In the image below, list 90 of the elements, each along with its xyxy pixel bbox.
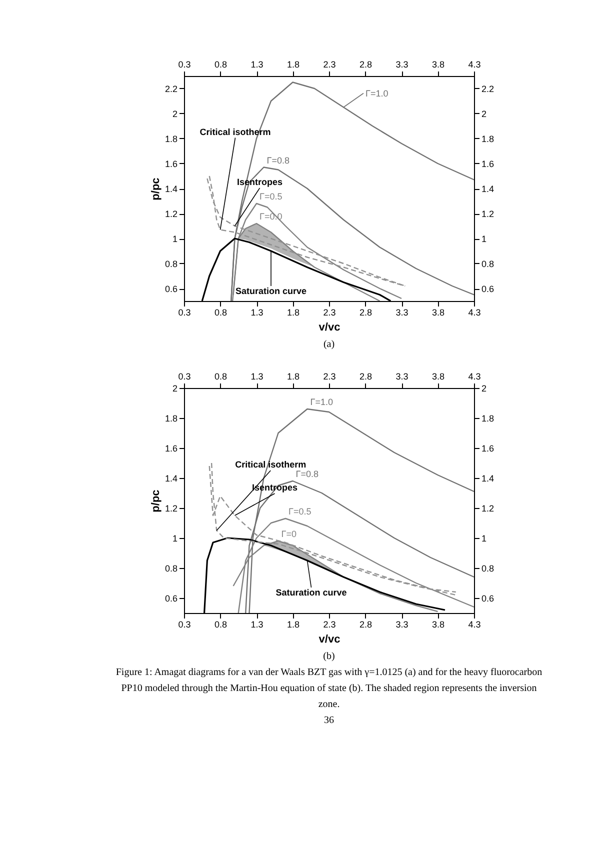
y2-tick-label: 2: [482, 384, 487, 394]
x2-tick-label: 3.8: [432, 372, 445, 382]
y2-tick-label: 1.8: [482, 414, 494, 424]
x-tick-label: 1.3: [250, 308, 264, 318]
y-tick-label: 1.6: [164, 444, 178, 454]
x-tick-label: 2.3: [323, 620, 336, 630]
y-tick-label: 2: [172, 384, 178, 394]
y-tick-label: 1: [172, 234, 178, 244]
y-axis-title: p/pc: [150, 490, 162, 512]
y-tick-label: 0.6: [164, 594, 178, 604]
y2-tick-label: 1: [482, 234, 487, 244]
y-tick-label: 0.8: [164, 564, 178, 574]
y-tick-label: 1.4: [164, 474, 178, 484]
x2-tick-label: 0.8: [214, 60, 228, 70]
x-tick-label: 3.8: [432, 308, 445, 318]
annotation: Critical isotherm: [235, 460, 306, 470]
y-tick-label: 1.4: [164, 184, 178, 194]
x2-tick-label: 1.3: [250, 60, 264, 70]
x2-tick-label: 4.3: [468, 60, 481, 70]
y2-tick-label: 1.8: [482, 134, 494, 144]
x-tick-label: 1.8: [286, 620, 300, 630]
x-tick-label: 2.3: [323, 308, 336, 318]
series-label: Γ=0.5: [288, 506, 312, 516]
text: PP10 modeled through the Martin-Hou equation of state (b). The shaded region represents the inversion: [121, 683, 537, 694]
x2-tick-label: 2.3: [323, 372, 336, 382]
x-tick-label: 0.3: [178, 308, 191, 318]
y-tick-label: 2: [172, 109, 178, 119]
x-tick-label: 1.3: [250, 620, 264, 630]
y2-tick-label: 1.4: [482, 184, 494, 194]
text: (b): [323, 651, 335, 662]
x2-tick-label: 1.3: [250, 372, 264, 382]
y2-tick-label: 0.8: [482, 259, 494, 269]
x-tick-label: 2.8: [359, 308, 372, 318]
y2-tick-label: 1.2: [482, 209, 494, 219]
x2-tick-label: 4.3: [468, 372, 481, 382]
x2-tick-label: 3.3: [396, 60, 408, 70]
series-label: Γ=0.8: [266, 155, 290, 166]
y2-tick-label: 1.6: [482, 159, 494, 169]
x2-tick-label: 0.8: [214, 372, 228, 382]
y2-tick-label: 1: [482, 534, 487, 544]
y-tick-label: 1.2: [164, 209, 178, 219]
series-label: Γ=0.8: [296, 469, 318, 479]
y2-tick-label: 0.6: [482, 284, 494, 294]
x2-tick-label: 2.8: [359, 60, 372, 70]
y2-tick-label: 1.6: [482, 444, 494, 454]
y-tick-label: 0.8: [164, 259, 178, 269]
text: Γ=1.0: [366, 88, 388, 98]
y-tick-label: 1.2: [164, 504, 178, 514]
x-tick-label: 0.8: [214, 308, 228, 318]
y2-tick-label: 1.4: [482, 474, 494, 484]
y-tick-label: 1.6: [164, 159, 178, 169]
x2-tick-label: 0.3: [178, 60, 191, 70]
x2-tick-label: 2.3: [323, 60, 336, 70]
x-tick-label: 3.3: [396, 308, 408, 318]
x2-tick-label: 1.8: [286, 372, 300, 382]
y-tick-label: 2.2: [164, 84, 178, 94]
y2-tick-label: 0.6: [482, 594, 494, 604]
x-axis-title: v/vc: [318, 322, 340, 334]
x2-tick-label: 3.8: [432, 60, 445, 70]
y2-tick-label: 2: [482, 109, 487, 119]
x-tick-label: 1.8: [286, 308, 300, 318]
x-tick-label: 0.8: [214, 620, 228, 630]
x-axis-title: v/vc: [318, 634, 340, 646]
y-tick-label: 0.6: [164, 284, 178, 294]
y-tick-label: 1: [172, 534, 178, 544]
annotation: Saturation curve: [276, 588, 347, 598]
y-tick-label: 1.8: [164, 414, 178, 424]
y-axis-title: p/pc: [150, 178, 162, 200]
text: zone.: [318, 699, 340, 710]
y-tick-label: 1.8: [164, 134, 178, 144]
x2-tick-label: 2.8: [359, 372, 372, 382]
series-label: Γ=0: [281, 529, 296, 539]
x2-tick-label: 1.8: [286, 60, 300, 70]
caption: Figure 1: Amagat diagrams for a van der Waals BZT gas with γ=1.0125 (a) and for the heavy fluorocarbon: [116, 667, 542, 678]
x-tick-label: 3.3: [396, 620, 408, 630]
series-label: Γ=0.5: [260, 192, 282, 202]
x-tick-label: 4.3: [468, 308, 481, 318]
x-tick-label: 4.3: [468, 620, 481, 630]
text: (a): [323, 339, 335, 350]
x-tick-label: 2.8: [359, 620, 372, 630]
y2-tick-label: 0.8: [482, 564, 494, 574]
x2-tick-label: 0.3: [178, 372, 191, 382]
y2-tick-label: 1.2: [482, 504, 494, 514]
series-label: Γ=1.0: [310, 397, 333, 407]
x-tick-label: 3.8: [432, 620, 445, 630]
annotation: Saturation curve: [235, 286, 307, 296]
x-tick-label: 0.3: [178, 620, 191, 630]
y2-tick-label: 2.2: [482, 84, 494, 94]
text: 36: [324, 715, 334, 726]
x2-tick-label: 3.3: [396, 372, 408, 382]
